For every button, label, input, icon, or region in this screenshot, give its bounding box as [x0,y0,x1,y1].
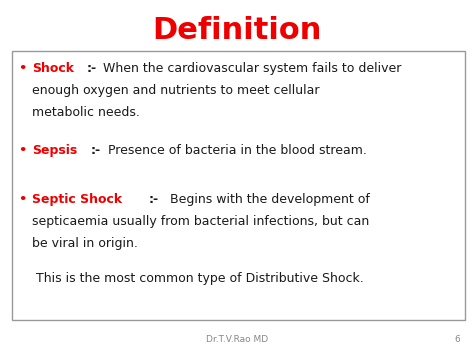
Text: Definition: Definition [152,16,322,45]
Text: •: • [18,62,27,75]
Text: 6: 6 [454,335,460,344]
Text: enough oxygen and nutrients to meet cellular: enough oxygen and nutrients to meet cell… [32,84,320,97]
Text: When the cardiovascular system fails to deliver: When the cardiovascular system fails to … [100,62,402,75]
Text: •: • [18,144,27,157]
Text: •: • [18,193,27,207]
Text: :-: :- [91,144,101,157]
Text: :-: :- [86,62,97,75]
FancyBboxPatch shape [12,51,465,320]
Text: be viral in origin.: be viral in origin. [32,237,138,251]
Text: Begins with the development of: Begins with the development of [162,193,369,207]
Text: Sepsis: Sepsis [32,144,77,157]
Text: metabolic needs.: metabolic needs. [32,106,140,119]
Text: :-: :- [148,193,159,207]
Text: Septic Shock: Septic Shock [32,193,122,207]
Text: Presence of bacteria in the blood stream.: Presence of bacteria in the blood stream… [104,144,366,157]
Text: Dr.T.V.Rao MD: Dr.T.V.Rao MD [206,335,268,344]
Text: septicaemia usually from bacterial infections, but can: septicaemia usually from bacterial infec… [32,215,369,229]
Text: Shock: Shock [32,62,74,75]
Text: This is the most common type of Distributive Shock.: This is the most common type of Distribu… [32,272,364,285]
